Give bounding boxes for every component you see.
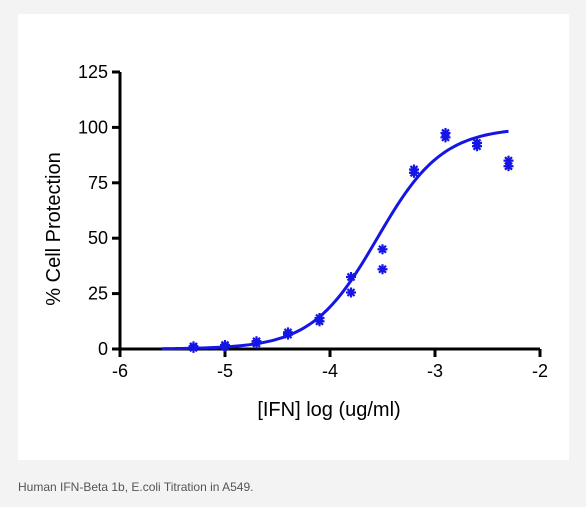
y-axis-label: % Cell Protection [43, 152, 65, 305]
y-tick-label: 75 [88, 173, 108, 193]
axes: -6 -5 -4 -3 -2 0 25 50 75 100 125 [78, 62, 548, 381]
x-tick-label: -6 [112, 361, 128, 381]
data-point [314, 312, 325, 323]
fit-curve [161, 129, 509, 351]
data-point [409, 164, 419, 175]
y-tick-label: 100 [78, 117, 108, 137]
data-point [377, 244, 388, 255]
y-tick-label: 0 [98, 339, 108, 359]
data-points [188, 127, 514, 353]
data-point [503, 155, 514, 166]
x-tick-label: -4 [322, 361, 338, 381]
data-point [220, 340, 230, 351]
data-point [251, 336, 262, 347]
data-point [472, 137, 482, 148]
data-point [283, 327, 293, 338]
data-point [440, 127, 451, 138]
data-point [346, 271, 356, 282]
x-tick-label: -2 [532, 361, 548, 381]
data-point [377, 264, 388, 275]
y-tick-label: 25 [88, 284, 108, 304]
y-tick-label: 50 [88, 228, 108, 248]
x-axis-label: [IFN] log (ug/ml) [257, 399, 400, 421]
data-point [346, 287, 356, 298]
y-tick-label: 125 [78, 62, 108, 82]
x-tick-label: -3 [427, 361, 443, 381]
x-tick-label: -5 [217, 361, 233, 381]
figure-caption: Human IFN-Beta 1b, E.coli Titration in A… [18, 480, 254, 494]
chart-panel: -6 -5 -4 -3 -2 0 25 50 75 100 125 [IFN] log (ug/ml… [18, 14, 569, 460]
dose-response-chart: -6 -5 -4 -3 -2 0 25 50 75 100 125 [IFN] log (ug/ml… [43, 62, 548, 421]
data-point [188, 341, 199, 352]
